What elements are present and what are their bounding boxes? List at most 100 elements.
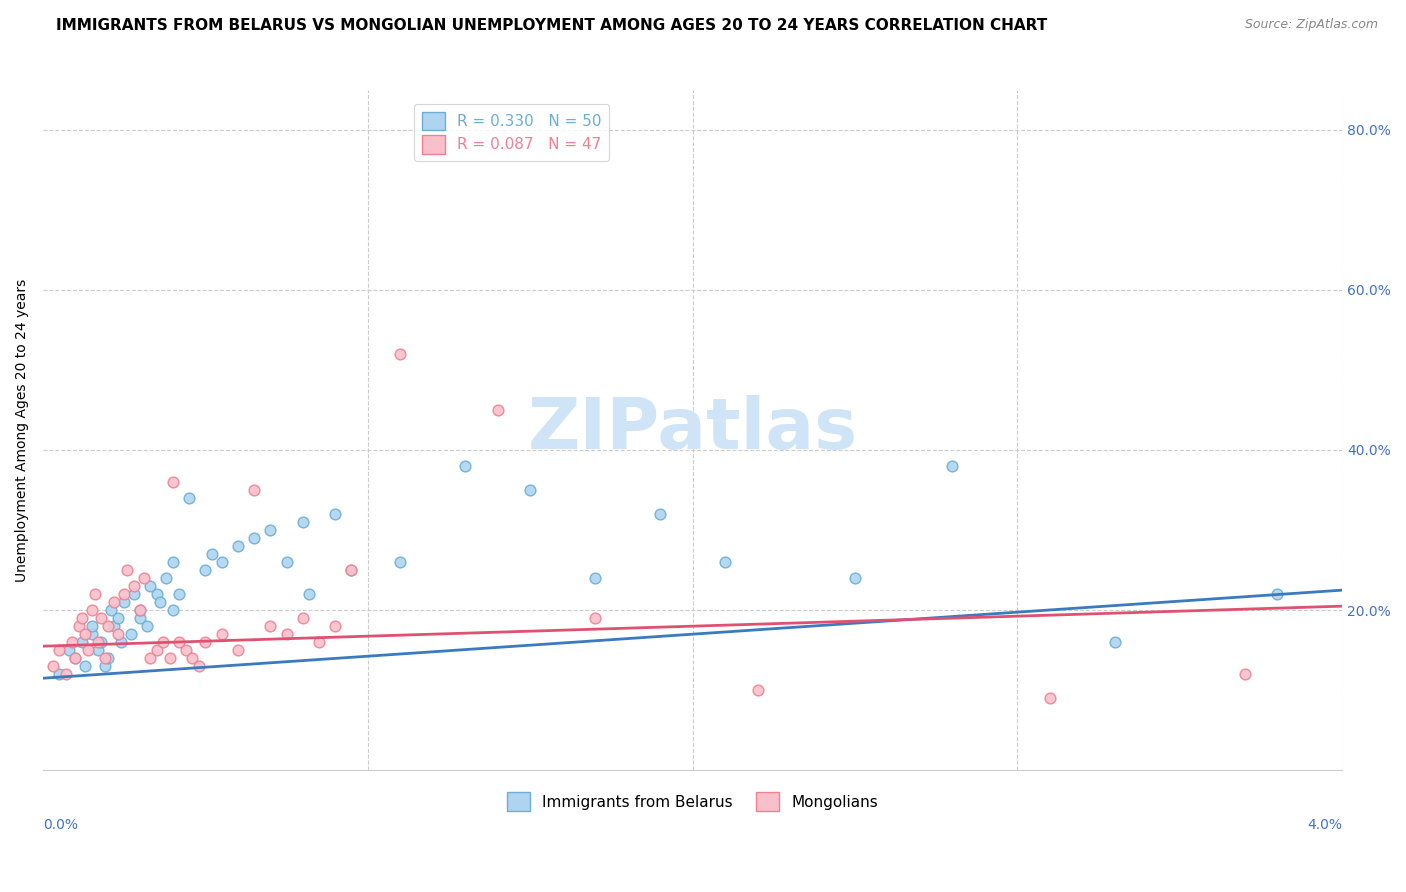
Point — [60, 635, 83, 649]
Point — [169, 635, 191, 649]
Point — [454, 458, 477, 473]
Point — [87, 643, 110, 657]
Point — [48, 667, 70, 681]
Point — [194, 563, 217, 577]
Point — [519, 483, 541, 497]
Point — [90, 635, 112, 649]
Point — [583, 611, 606, 625]
Point — [276, 555, 298, 569]
Point — [155, 571, 177, 585]
Point — [162, 475, 184, 489]
Point — [145, 587, 167, 601]
Point — [67, 619, 90, 633]
Legend: Immigrants from Belarus, Mongolians: Immigrants from Belarus, Mongolians — [501, 786, 884, 817]
Y-axis label: Unemployment Among Ages 20 to 24 years: Unemployment Among Ages 20 to 24 years — [15, 278, 30, 582]
Point — [90, 611, 112, 625]
Point — [1233, 667, 1256, 681]
Text: Source: ZipAtlas.com: Source: ZipAtlas.com — [1244, 18, 1378, 31]
Text: 4.0%: 4.0% — [1308, 818, 1343, 832]
Point — [112, 595, 135, 609]
Point — [389, 347, 412, 361]
Point — [112, 587, 135, 601]
Point — [58, 643, 80, 657]
Point — [1039, 691, 1062, 706]
Point — [340, 563, 363, 577]
Point — [162, 603, 184, 617]
Point — [844, 571, 866, 585]
Point — [174, 643, 197, 657]
Point — [201, 547, 224, 561]
Point — [117, 563, 139, 577]
Point — [181, 651, 204, 665]
Point — [75, 627, 97, 641]
Point — [1265, 587, 1288, 601]
Point — [103, 595, 125, 609]
Point — [323, 619, 346, 633]
Point — [298, 587, 321, 601]
Point — [80, 603, 103, 617]
Point — [323, 507, 346, 521]
Point — [259, 523, 281, 537]
Point — [340, 563, 363, 577]
Point — [243, 531, 266, 545]
Point — [162, 555, 184, 569]
Point — [941, 458, 963, 473]
Point — [194, 635, 217, 649]
Point — [159, 651, 181, 665]
Point — [135, 619, 157, 633]
Point — [122, 587, 145, 601]
Point — [103, 619, 125, 633]
Point — [177, 491, 200, 505]
Point — [93, 659, 115, 673]
Point — [139, 579, 162, 593]
Point — [145, 643, 167, 657]
Point — [211, 627, 233, 641]
Point — [129, 603, 152, 617]
Point — [169, 587, 191, 601]
Point — [122, 579, 145, 593]
Point — [747, 683, 769, 698]
Point — [308, 635, 330, 649]
Point — [714, 555, 737, 569]
Point — [55, 667, 77, 681]
Point — [648, 507, 671, 521]
Point — [149, 595, 172, 609]
Point — [276, 627, 298, 641]
Point — [211, 555, 233, 569]
Text: ZIPatlas: ZIPatlas — [527, 395, 858, 465]
Point — [80, 619, 103, 633]
Point — [226, 643, 249, 657]
Point — [259, 619, 281, 633]
Point — [583, 571, 606, 585]
Point — [291, 515, 314, 529]
Point — [87, 635, 110, 649]
Point — [48, 643, 70, 657]
Text: IMMIGRANTS FROM BELARUS VS MONGOLIAN UNEMPLOYMENT AMONG AGES 20 TO 24 YEARS CORR: IMMIGRANTS FROM BELARUS VS MONGOLIAN UNE… — [56, 18, 1047, 33]
Point — [70, 635, 93, 649]
Point — [110, 635, 132, 649]
Point — [65, 651, 87, 665]
Point — [107, 611, 129, 625]
Point — [129, 603, 152, 617]
Point — [80, 627, 103, 641]
Point — [75, 659, 97, 673]
Point — [77, 643, 100, 657]
Point — [100, 603, 122, 617]
Point — [1104, 635, 1126, 649]
Point — [97, 619, 120, 633]
Point — [132, 571, 155, 585]
Point — [243, 483, 266, 497]
Point — [226, 539, 249, 553]
Point — [70, 611, 93, 625]
Point — [65, 651, 87, 665]
Point — [129, 611, 152, 625]
Point — [139, 651, 162, 665]
Point — [291, 611, 314, 625]
Point — [389, 555, 412, 569]
Point — [120, 627, 142, 641]
Point — [97, 651, 120, 665]
Point — [107, 627, 129, 641]
Point — [41, 659, 63, 673]
Text: 0.0%: 0.0% — [44, 818, 77, 832]
Point — [83, 587, 105, 601]
